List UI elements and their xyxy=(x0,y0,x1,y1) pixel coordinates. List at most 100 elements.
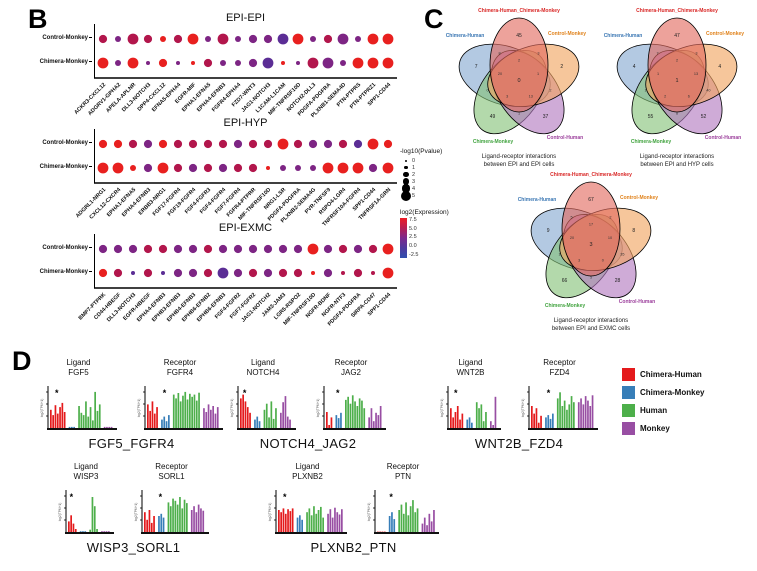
colorbar-tick: 7.5 xyxy=(409,217,417,223)
dot xyxy=(278,268,288,278)
size-legend-item: 1 xyxy=(400,164,470,171)
dot xyxy=(337,162,349,174)
significance-star: * xyxy=(336,388,340,398)
dot xyxy=(158,139,168,149)
dot xyxy=(280,165,286,171)
pair-name: PLXNB2_PTN xyxy=(310,540,397,556)
venn-caption-line: between EPI and EXMC cells xyxy=(551,325,631,332)
dot xyxy=(188,268,198,278)
row-label: Chimera-Monkey xyxy=(40,269,92,275)
venn-set-label: Chimera-Human_Chimera-Monkey xyxy=(636,8,718,14)
chart-kind: Ligand xyxy=(458,358,483,367)
dot xyxy=(337,33,349,45)
bar-chart-canvas: log2(TPM+1) * xyxy=(316,386,386,431)
dot xyxy=(248,34,258,44)
chart-kind: Ligand xyxy=(295,462,320,471)
dot xyxy=(220,60,226,66)
bar-chart-canvas: log2(TPM+1) * xyxy=(230,386,296,431)
dot xyxy=(203,163,213,173)
dot xyxy=(173,268,183,278)
pair-NOTCH4_JAG2: Ligand NOTCH4 log2(TPM+1) * Receptor JAG2 log2… xyxy=(228,358,388,451)
chart-title: Ligand WNT2B xyxy=(457,358,485,377)
pair-PLXNB2_PTN: Ligand PLXNB2 log2(TPM+1) * Receptor PTN log2(… xyxy=(266,462,441,555)
y-axis-label: log2(TPM+1) xyxy=(440,399,444,418)
venn-inner-count: 5 xyxy=(590,275,592,279)
dot xyxy=(235,36,241,42)
size-legend-item: 5 xyxy=(400,190,470,201)
chart-title: Receptor FZD4 xyxy=(543,358,575,377)
chart-PLXNB2: Ligand PLXNB2 log2(TPM+1) * xyxy=(266,462,349,540)
chart-gene: NOTCH4 xyxy=(246,367,280,377)
venn-count: 4 xyxy=(633,64,636,70)
pair-charts: Ligand WNT2B log2(TPM+1) * Receptor FZD4 log2(… xyxy=(438,358,600,436)
legend-label: Chimera-Human xyxy=(640,370,702,379)
venn-count: 45 xyxy=(516,33,522,39)
gene-pair-labels: BMP7-PTPRK CD44-HBEGF DLL3-NOTCH3 EGFR-HBEG… xyxy=(28,289,408,327)
size-legend-item: 4 xyxy=(400,184,470,193)
venn-count: 7 xyxy=(475,64,478,70)
dot xyxy=(205,36,211,42)
chart-kind: Ligand xyxy=(250,358,275,367)
dot xyxy=(355,36,361,42)
venn-inner-count: 0 xyxy=(487,89,489,93)
dot xyxy=(322,162,334,174)
venn-inner-count: 3 xyxy=(537,52,539,56)
dot xyxy=(115,36,121,42)
gene-pair-labels: ACKR3-CXCL12 ADGRV1-GPHA2 APELA-APLNR DLL3-… xyxy=(28,79,408,119)
dot xyxy=(367,33,379,45)
row-label: Chimera-Monkey xyxy=(40,59,92,65)
dot xyxy=(203,58,213,68)
venn-count: 9 xyxy=(547,228,550,234)
size-dot xyxy=(400,178,412,185)
venn-set-label: Chimera-Monkey xyxy=(472,139,514,145)
venn-count: 28 xyxy=(615,278,621,284)
bar-chart-canvas: log2(TPM+1) * xyxy=(367,490,439,535)
y-axis-label: log2(TPM+1) xyxy=(134,503,138,522)
dot xyxy=(352,162,364,174)
size-dot xyxy=(400,190,412,201)
pair-name: FGF5_FGFR4 xyxy=(88,436,175,452)
dot xyxy=(146,61,150,65)
dot xyxy=(382,57,394,69)
venn-inner-count: 8 xyxy=(499,52,501,56)
pair-name: WISP3_SORL1 xyxy=(86,540,181,556)
chart-gene: PLXNB2 xyxy=(292,471,323,481)
dot xyxy=(353,268,363,278)
dot xyxy=(130,165,136,171)
dot xyxy=(382,243,394,255)
venn-inner-count: 8 xyxy=(676,111,678,115)
chart-gene: PTN xyxy=(395,471,411,481)
pair-WNT2B_FZD4: Ligand WNT2B log2(TPM+1) * Receptor FZD4 log2(… xyxy=(438,358,600,451)
dot xyxy=(263,139,273,149)
dot xyxy=(188,244,198,254)
venn-caption-line: between EPI and HYP cells xyxy=(640,161,714,168)
dot xyxy=(235,60,241,66)
venn-inner-count: 13 xyxy=(694,72,698,76)
dot xyxy=(128,244,138,254)
row-labels: Control-Monkey Chimera-Monkey xyxy=(28,234,94,289)
size-legend-item: 3 xyxy=(400,178,470,185)
venn-center-count: 1 xyxy=(675,78,678,84)
dot xyxy=(187,33,199,45)
dot xyxy=(97,57,109,69)
dot xyxy=(308,139,318,149)
colorbar-ticks: 7.5 5.0 2.5 0.0 -2.5 xyxy=(409,217,419,258)
dot xyxy=(310,36,316,42)
dot xyxy=(322,57,334,69)
size-value: 3 xyxy=(412,178,416,185)
venn-set-label: Control-Monkey xyxy=(620,195,659,201)
dot xyxy=(203,268,213,278)
dot xyxy=(368,244,378,254)
venn-inner-count: 35 xyxy=(620,253,624,257)
significance-star: * xyxy=(55,388,59,398)
colorbar-tick: -2.5 xyxy=(409,251,419,258)
bar-chart-canvas: log2(TPM+1) * xyxy=(268,490,347,535)
y-axis-label: log2(TPM+1) xyxy=(137,399,141,418)
significance-star: * xyxy=(389,492,393,502)
dot xyxy=(98,139,108,149)
dot xyxy=(307,57,319,69)
dot xyxy=(382,33,394,45)
venn-set-label: Control-Human xyxy=(546,135,584,141)
